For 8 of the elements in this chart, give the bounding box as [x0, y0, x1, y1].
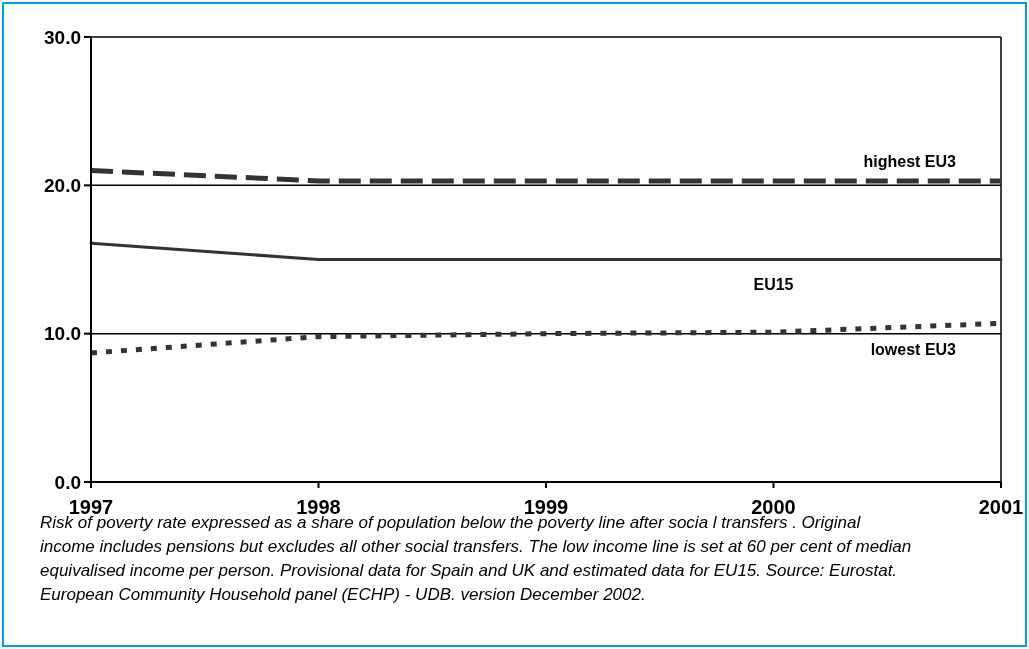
y-tick-label: 30.0: [44, 26, 81, 48]
y-tick-label: 0.0: [54, 471, 81, 493]
series-label: EU15: [753, 275, 794, 293]
x-tick-label: 2001: [978, 496, 1024, 518]
y-tick-label: 10.0: [44, 323, 81, 345]
series-label: highest EU3: [863, 152, 957, 170]
series-label: lowest EU3: [870, 341, 957, 359]
y-tick-label: 20.0: [44, 174, 81, 196]
